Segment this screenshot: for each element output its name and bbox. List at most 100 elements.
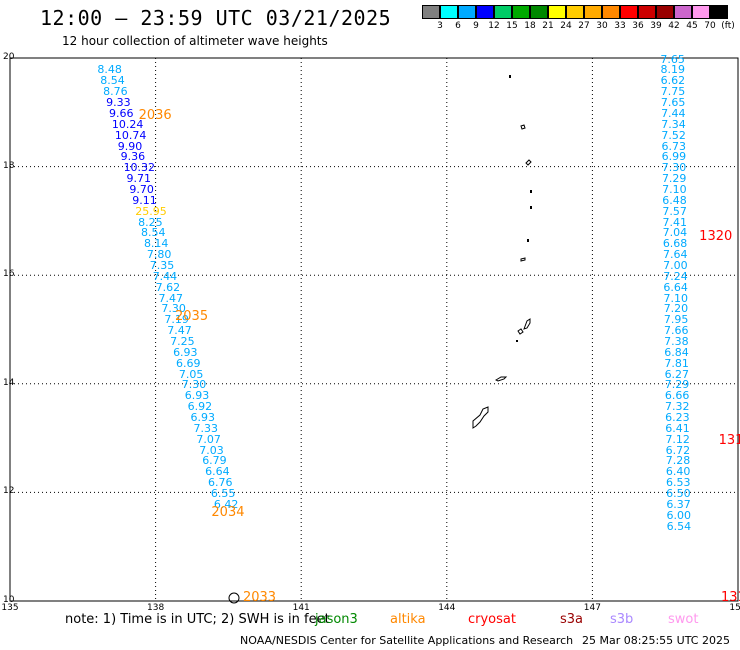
wave-height-value: 6.68 bbox=[662, 237, 688, 251]
island-asuncion bbox=[520, 124, 526, 130]
footer-timestamp: 25 Mar 08:25:55 UTC 2025 bbox=[582, 634, 730, 647]
wave-height-value: 7.24 bbox=[663, 269, 688, 283]
wave-height-value: 7.57 bbox=[662, 204, 687, 218]
lon-tick-label: 150 bbox=[729, 603, 740, 613]
wave-height-value: 7.00 bbox=[663, 258, 688, 272]
wave-height-value: 9.11 bbox=[132, 193, 157, 207]
lon-tick-label: 138 bbox=[147, 603, 165, 613]
page-subtitle: 12 hour collection of altimeter wave hei… bbox=[62, 34, 328, 48]
wave-height-value: 7.04 bbox=[662, 226, 688, 240]
wave-height-value: 7.05 bbox=[178, 367, 204, 381]
island-anatahan bbox=[520, 257, 526, 262]
colorbar-swatch bbox=[530, 5, 548, 19]
wave-height-value: 6.27 bbox=[664, 367, 690, 381]
wave-height-value: 6.69 bbox=[175, 356, 201, 370]
colorbar-tick-label: 36 bbox=[632, 21, 644, 31]
wave-height-value: 6.40 bbox=[665, 465, 691, 479]
wave-height-value: 7.29 bbox=[664, 378, 690, 392]
island-pagan bbox=[530, 190, 532, 193]
colorbar-tick-label: 9 bbox=[473, 21, 479, 31]
wave-height-value: 6.79 bbox=[202, 454, 227, 468]
colorbar-swatch bbox=[476, 5, 494, 19]
colorbar-swatch bbox=[602, 5, 620, 19]
wave-height-value: 7.75 bbox=[660, 85, 686, 99]
wave-height-value: 7.10 bbox=[662, 182, 687, 196]
pass-time-label: 131 bbox=[721, 590, 740, 606]
wave-height-value: 7.07 bbox=[196, 432, 221, 446]
wave-height-value: 8.19 bbox=[660, 63, 685, 77]
lat-tick-label: 20 bbox=[3, 52, 15, 62]
colorbar-tick-label: 12 bbox=[488, 21, 500, 31]
wave-height-value: 6.93 bbox=[190, 411, 216, 424]
colorbar-swatch bbox=[512, 5, 530, 19]
wave-height-value: 6.53 bbox=[666, 476, 691, 490]
wave-height-value: 7.81 bbox=[664, 356, 689, 370]
wave-height-value: 7.28 bbox=[665, 454, 691, 468]
satellite-legend-altika: altika bbox=[390, 612, 426, 627]
wave-height-value: 7.30 bbox=[181, 378, 207, 392]
wave-height-value: 7.32 bbox=[665, 400, 690, 414]
island-guguan bbox=[527, 239, 529, 242]
wave-height-value: 10.24 bbox=[111, 117, 144, 131]
map-frame bbox=[9, 57, 739, 602]
wave-height-value: 7.03 bbox=[199, 443, 224, 457]
wave-height-value: 8.54 bbox=[141, 226, 166, 240]
wave-height-value: 6.23 bbox=[665, 411, 690, 424]
wave-height-value: 7.12 bbox=[665, 432, 690, 446]
wave-height-value: 7.52 bbox=[661, 128, 686, 142]
wave-height-value: 7.64 bbox=[662, 248, 688, 262]
wave-height-value: 9.70 bbox=[129, 182, 154, 196]
colorbar-tick-label: (ft) bbox=[721, 21, 735, 31]
land-outlines bbox=[472, 75, 532, 429]
pass-time-label: 1319 bbox=[718, 432, 740, 448]
lon-tick-label: 144 bbox=[438, 603, 456, 613]
wave-height-value: 6.55 bbox=[210, 487, 236, 501]
wave-height-value: 7.29 bbox=[661, 172, 687, 186]
wave-height-value: 7.66 bbox=[663, 324, 689, 338]
colorbar-tick-label: 33 bbox=[614, 21, 626, 31]
colorbar-swatch bbox=[620, 5, 638, 19]
colorbar-swatch bbox=[638, 5, 656, 19]
satellite-legend-jason3: jason3 bbox=[315, 612, 358, 627]
wave-height-value: 6.99 bbox=[661, 150, 687, 164]
wave-height-value: 7.47 bbox=[158, 291, 184, 305]
wave-height-value: 6.66 bbox=[664, 389, 690, 403]
colorbar-swatch bbox=[566, 5, 584, 19]
wave-height-value: 6.62 bbox=[660, 74, 686, 88]
wave-height-value: 7.44 bbox=[152, 269, 178, 283]
wave-height-value: 6.54 bbox=[666, 519, 692, 533]
colorbar-swatch bbox=[584, 5, 602, 19]
colorbar-tick-label: 27 bbox=[578, 21, 590, 31]
colorbar-tick-label: 15 bbox=[506, 21, 518, 31]
colorbar-tick-label: 6 bbox=[455, 21, 461, 31]
lon-tick-label: 135 bbox=[1, 603, 19, 613]
lat-tick-label: 12 bbox=[3, 486, 15, 497]
colorbar-tick-label: 39 bbox=[650, 21, 662, 31]
island-agrihan bbox=[525, 159, 532, 166]
lon-tick-label: 141 bbox=[292, 603, 310, 613]
lat-tick-label: 10 bbox=[3, 595, 15, 605]
wave-height-value: 7.19 bbox=[164, 313, 189, 327]
wave-height-value: 6.50 bbox=[666, 487, 691, 501]
wave-height-value: 6.73 bbox=[661, 139, 687, 153]
colorbar-tick-label: 21 bbox=[542, 21, 554, 31]
colorbar-tick-label: 24 bbox=[560, 21, 572, 31]
wave-height-value: 7.80 bbox=[146, 248, 172, 262]
wave-height-value: 7.35 bbox=[149, 258, 175, 272]
island-alamagan bbox=[530, 206, 532, 209]
wave-height-value: 8.76 bbox=[103, 85, 128, 99]
wave-height-value: 10.74 bbox=[114, 128, 147, 142]
pass-time-label: 2035 bbox=[175, 309, 209, 324]
page-title: 12:00 — 23:59 UTC 03/21/2025 bbox=[40, 6, 392, 30]
wave-height-value: 7.30 bbox=[661, 161, 687, 175]
wave-height-value: 6.72 bbox=[665, 443, 691, 457]
island-rota bbox=[494, 376, 508, 382]
wave-height-value: 6.41 bbox=[665, 421, 690, 435]
wave-height-value: 7.30 bbox=[161, 302, 186, 316]
colorbar-swatch bbox=[494, 5, 512, 19]
lat-tick-label: 14 bbox=[3, 377, 15, 388]
pass-time-label: 1320 bbox=[699, 229, 733, 245]
wave-height-value: 7.33 bbox=[193, 421, 218, 435]
